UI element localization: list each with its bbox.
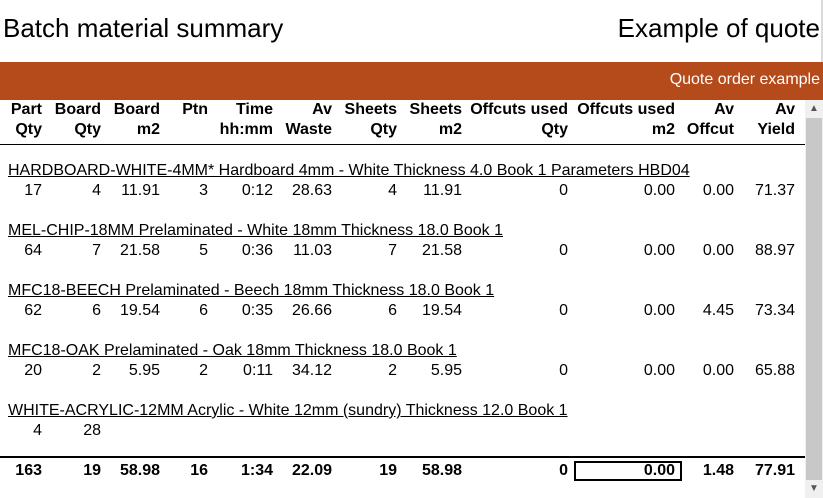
column-header[interactable]: Av xyxy=(685,100,795,120)
table-cell[interactable]: 0 xyxy=(458,241,568,261)
material-group-title[interactable]: MFC18-OAK Prelaminated - Oak 18mm Thickn… xyxy=(8,341,457,361)
table-cell[interactable]: 88.97 xyxy=(685,241,795,261)
column-header-sub[interactable]: Qty xyxy=(458,120,568,140)
table-cell[interactable]: 5.95 xyxy=(352,361,462,381)
table-cell[interactable]: 0 xyxy=(458,181,568,201)
table-cell[interactable]: 11.91 xyxy=(352,181,462,201)
banner-label: Quote order example xyxy=(670,71,820,89)
totals-divider xyxy=(0,456,805,458)
column-header-sub[interactable]: Yield xyxy=(685,120,795,140)
column-header[interactable]: Sheets xyxy=(352,100,462,120)
column-header[interactable]: Offcuts used xyxy=(458,100,568,120)
table-cell[interactable]: 19.54 xyxy=(352,301,462,321)
table-cell[interactable]: 0 xyxy=(458,301,568,321)
quote-banner: Quote order example xyxy=(0,62,823,100)
totals-cell[interactable]: 0 xyxy=(458,461,568,481)
scroll-thumb[interactable] xyxy=(806,118,822,480)
table-cell[interactable]: 21.58 xyxy=(352,241,462,261)
vertical-scrollbar[interactable]: ▲ ▼ xyxy=(805,100,823,498)
table-cell[interactable]: 65.88 xyxy=(685,361,795,381)
table-cell[interactable]: 73.34 xyxy=(685,301,795,321)
material-group-title[interactable]: WHITE-ACRYLIC-12MM Acrylic - White 12mm … xyxy=(8,401,568,421)
scroll-down-arrow-icon[interactable]: ▼ xyxy=(805,480,823,498)
material-group-title[interactable]: HARDBOARD-WHITE-4MM* Hardboard 4mm - Whi… xyxy=(8,161,690,181)
header-divider xyxy=(0,144,805,145)
column-header-sub[interactable]: m2 xyxy=(50,120,160,140)
table-cell[interactable]: 28 xyxy=(0,421,101,441)
material-group-title[interactable]: MFC18-BEECH Prelaminated - Beech 18mm Th… xyxy=(8,281,494,301)
quote-title: Example of quote xyxy=(618,11,820,45)
totals-cell[interactable]: 58.98 xyxy=(352,461,462,481)
totals-cell[interactable]: 77.91 xyxy=(685,461,795,481)
page-title: Batch material summary xyxy=(3,11,283,45)
column-header-sub[interactable]: m2 xyxy=(352,120,462,140)
material-summary-grid[interactable]: Part Qty Board Qty Board m2 Ptn Time hh:mm Av Wast… xyxy=(0,100,805,498)
scroll-up-arrow-icon[interactable]: ▲ xyxy=(805,100,823,118)
table-cell[interactable]: 0 xyxy=(458,361,568,381)
material-group-title[interactable]: MEL-CHIP-18MM Prelaminated - White 18mm … xyxy=(8,221,503,241)
table-cell[interactable]: 71.37 xyxy=(685,181,795,201)
